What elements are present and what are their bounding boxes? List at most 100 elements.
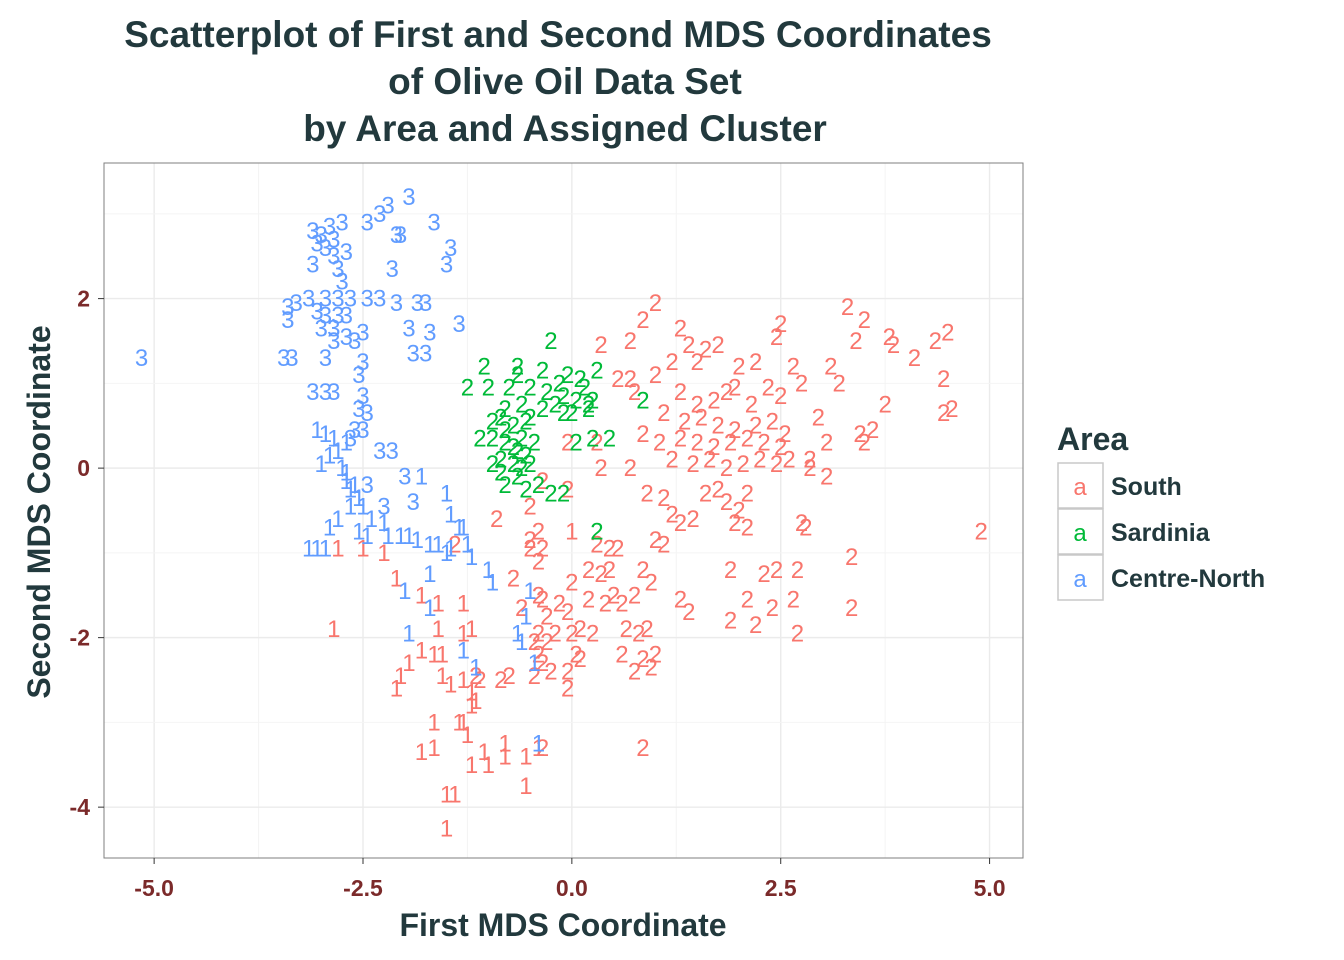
data-point: 2 (503, 375, 516, 402)
data-point: 2 (724, 557, 737, 584)
data-point: 1 (432, 591, 445, 618)
data-point: 1 (331, 536, 344, 563)
data-point: 2 (803, 447, 816, 474)
data-point: 3 (331, 286, 344, 313)
data-point: 2 (507, 413, 520, 440)
data-point: 2 (640, 481, 653, 508)
data-point: 3 (135, 345, 148, 372)
data-point: 2 (665, 447, 678, 474)
data-point: 1 (465, 752, 478, 779)
data-point: 1 (394, 523, 407, 550)
data-point: 2 (477, 353, 490, 380)
data-point: 3 (327, 243, 340, 270)
data-point: 2 (494, 667, 507, 694)
data-point: 1 (486, 570, 499, 597)
data-point: 2 (757, 430, 770, 457)
data-point: 2 (565, 570, 578, 597)
data-point: 2 (528, 629, 541, 656)
data-point: 2 (845, 595, 858, 622)
data-point: 2 (557, 481, 570, 508)
data-point: 2 (682, 332, 695, 359)
data-point: 1 (469, 688, 482, 715)
plot-panel-border (103, 162, 1024, 859)
data-point: 1 (465, 680, 478, 707)
data-point: 3 (402, 184, 415, 211)
data-point: 2 (741, 586, 754, 613)
data-point: 1 (436, 663, 449, 690)
x-axis-title: First MDS Coordinate (399, 907, 726, 943)
data-point: 3 (398, 464, 411, 491)
data-point: 1 (515, 629, 528, 656)
data-point: 3 (315, 222, 328, 249)
data-point: 2 (582, 396, 595, 423)
data-point: 2 (820, 430, 833, 457)
data-point: 1 (498, 731, 511, 758)
data-point: 2 (532, 472, 545, 499)
data-point: 1 (402, 523, 415, 550)
data-point: 2 (594, 455, 607, 482)
data-point: 3 (360, 472, 373, 499)
legend-key (1057, 508, 1104, 555)
legend-key-glyph: a (1073, 520, 1087, 547)
data-point: 2 (665, 349, 678, 376)
data-point: 1 (340, 459, 353, 486)
data-point: 1 (356, 536, 369, 563)
data-point: 1 (498, 743, 511, 770)
data-point: 2 (528, 663, 541, 690)
data-point: 2 (586, 387, 599, 414)
data-point: 2 (536, 358, 549, 385)
data-point: 2 (791, 620, 804, 647)
data-point: 2 (561, 675, 574, 702)
data-point: 2 (590, 358, 603, 385)
data-point: 2 (686, 506, 699, 533)
data-point: 3 (335, 209, 348, 236)
data-point: 2 (703, 447, 716, 474)
data-point: 2 (791, 557, 804, 584)
chart-title-line-2: of Olive Oil Data Set (388, 61, 742, 102)
data-point: 3 (406, 489, 419, 516)
data-point: 2 (603, 557, 616, 584)
data-point: 3 (281, 307, 294, 334)
data-point: 2 (586, 620, 599, 647)
data-point: 1 (452, 514, 465, 541)
data-point: 3 (285, 345, 298, 372)
data-point: 3 (427, 209, 440, 236)
data-point: 2 (645, 654, 658, 681)
data-point: 2 (594, 561, 607, 588)
data-point: 2 (486, 409, 499, 436)
data-point: 2 (519, 476, 532, 503)
data-point: 1 (448, 781, 461, 808)
data-point: 3 (360, 286, 373, 313)
data-point: 1 (415, 637, 428, 664)
data-point: 3 (356, 383, 369, 410)
data-point: 2 (732, 498, 745, 525)
data-point: 2 (724, 430, 737, 457)
data-point: 3 (394, 222, 407, 249)
data-point: 2 (586, 425, 599, 452)
data-point: 3 (319, 303, 332, 330)
data-point: 1 (457, 591, 470, 618)
data-point: 2 (690, 430, 703, 457)
data-point: 1 (457, 514, 470, 541)
y-tick-label: 2 (77, 286, 90, 312)
data-point: 2 (569, 642, 582, 669)
legend-label: Sardinia (1111, 519, 1211, 547)
data-point: 1 (423, 531, 436, 558)
data-point: 1 (310, 417, 323, 444)
x-tick-label: -2.5 (343, 875, 383, 901)
data-point: 2 (561, 362, 574, 389)
data-point: 1 (415, 582, 428, 609)
data-point: 2 (536, 650, 549, 677)
data-point: 1 (465, 544, 478, 571)
x-tick-label: 2.5 (765, 875, 797, 901)
data-point: 2 (557, 400, 570, 427)
data-point: 3 (419, 341, 432, 368)
data-point: 1 (477, 739, 490, 766)
data-point: 2 (728, 417, 741, 444)
data-point: 2 (515, 455, 528, 482)
data-point: 1 (440, 540, 453, 567)
data-point: 1 (331, 438, 344, 465)
data-point: 2 (762, 375, 775, 402)
data-point: 1 (519, 773, 532, 800)
